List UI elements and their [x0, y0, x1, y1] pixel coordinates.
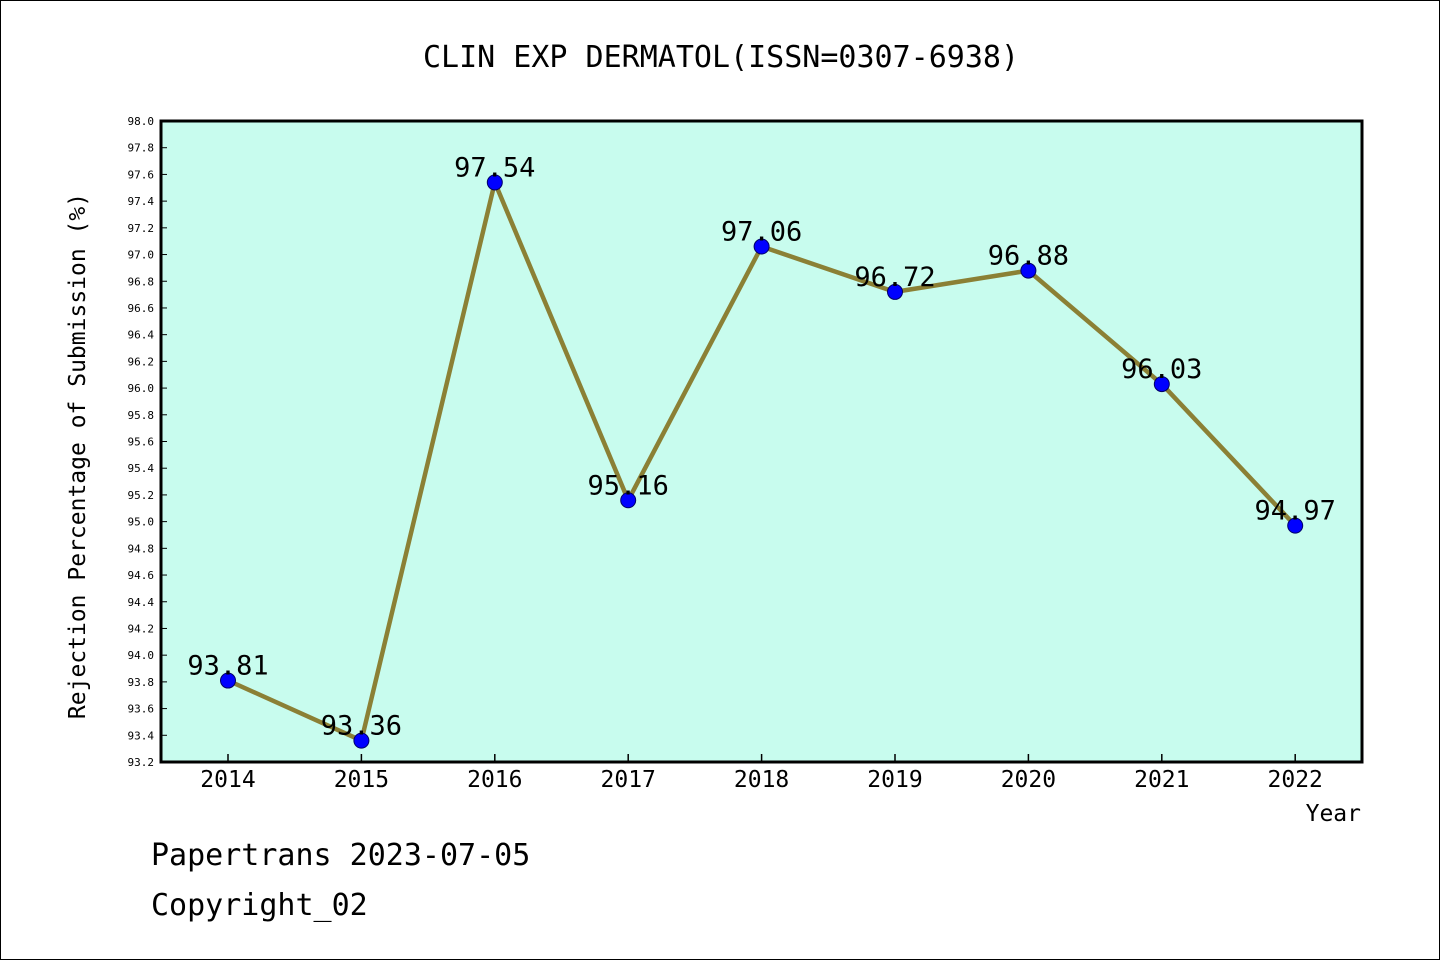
x-tick-label: 2017 [601, 767, 656, 793]
x-axis-ticks: 2014 2015 2016 2017 2018 2019 2020 2021 2022 [200, 754, 1323, 793]
y-tick-label: 97.2 [128, 222, 155, 235]
y-tick-label: 95.6 [128, 436, 155, 449]
data-point-marker [353, 732, 370, 749]
data-point-label: 95.16 [588, 470, 669, 501]
data-point-marker [1020, 262, 1037, 279]
y-tick-label: 94.8 [128, 542, 155, 555]
x-tick-label: 2014 [200, 767, 255, 793]
y-tick-label: 94.0 [128, 649, 155, 662]
chart-title: CLIN EXP DERMATOL(ISSN=0307-6938) [423, 40, 1019, 75]
x-tick-label: 2022 [1268, 767, 1323, 793]
x-tick-label: 2016 [467, 767, 522, 793]
data-labels: 93.81 93.36 97.54 95.16 97.06 96.72 96.88 96.03… [187, 152, 1335, 741]
y-tick-label: 96.2 [128, 355, 155, 368]
y-tick-label: 95.0 [128, 516, 155, 529]
data-point-label: 96.72 [854, 262, 935, 293]
data-point-marker [753, 238, 770, 255]
data-point-label: 97.06 [721, 217, 802, 248]
y-axis-label: Rejection Percentage of Submission (%) [65, 193, 91, 719]
y-tick-label: 96.6 [128, 302, 155, 315]
data-point-marker [620, 492, 637, 509]
data-point-label: 93.36 [321, 711, 402, 742]
data-point-marker [486, 174, 503, 191]
data-point-label: 96.88 [988, 241, 1069, 272]
y-tick-label: 93.4 [128, 729, 155, 742]
y-tick-label: 93.8 [128, 676, 155, 689]
footer-copyright-text: Copyright_02 [151, 888, 368, 923]
data-point-label: 96.03 [1121, 354, 1202, 385]
data-point-marker [887, 283, 903, 300]
x-tick-label: 2015 [334, 767, 389, 793]
data-point-label: 97.54 [454, 152, 535, 183]
y-tick-label: 94.6 [128, 569, 155, 582]
x-tick-label: 2021 [1134, 767, 1189, 793]
y-tick-label: 98.0 [128, 115, 155, 128]
y-tick-label: 94.2 [128, 622, 155, 635]
data-point-marker [1287, 517, 1304, 534]
data-point-marker [1153, 376, 1170, 393]
y-tick-label: 97.4 [128, 195, 155, 208]
data-point-label: 93.81 [187, 651, 268, 682]
y-axis-ticks: 93.2 93.4 93.6 93.8 94.0 94.2 94.4 94.6 94.8 95.0… [128, 115, 167, 769]
y-tick-label: 97.6 [128, 168, 155, 181]
y-tick-label: 94.4 [128, 596, 155, 609]
y-tick-label: 96.8 [128, 275, 155, 288]
y-tick-label: 96.4 [128, 329, 155, 342]
y-tick-label: 95.8 [128, 409, 155, 422]
data-markers [220, 174, 1304, 749]
y-tick-label: 95.2 [128, 489, 155, 502]
y-tick-label: 93.6 [128, 703, 155, 716]
x-tick-label: 2019 [867, 767, 922, 793]
x-tick-label: 2018 [734, 767, 789, 793]
x-tick-label: 2020 [1001, 767, 1056, 793]
y-tick-label: 96.0 [128, 382, 155, 395]
data-point-marker [220, 672, 236, 689]
y-tick-label: 95.4 [128, 462, 155, 475]
plot-area [159, 119, 1364, 764]
y-tick-label: 93.2 [128, 756, 155, 769]
x-axis-label: Year [1306, 801, 1361, 827]
y-tick-label: 97.0 [128, 249, 155, 262]
data-point-label: 94.97 [1255, 496, 1336, 527]
y-tick-label: 97.8 [128, 142, 155, 155]
footer-date-text: Papertrans 2023-07-05 [151, 838, 530, 873]
